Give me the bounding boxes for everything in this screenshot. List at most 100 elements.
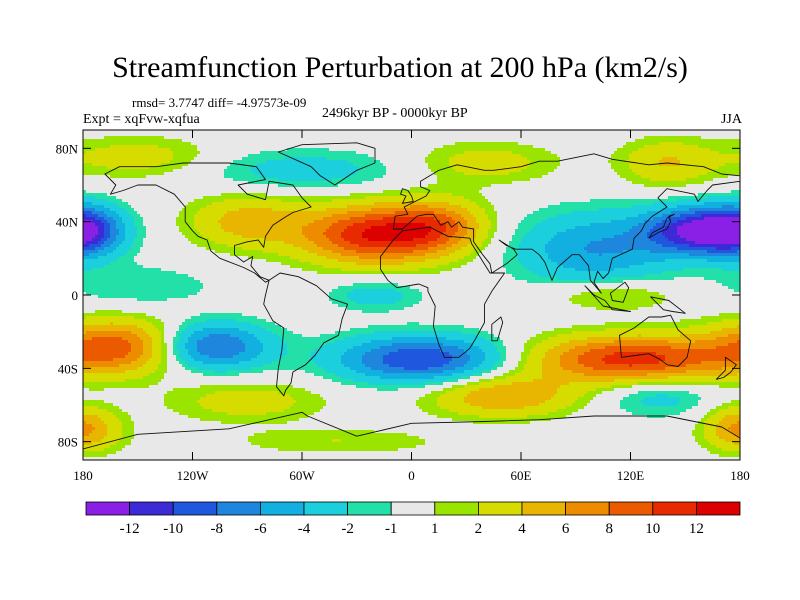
field-cell xyxy=(131,349,144,353)
field-cell xyxy=(722,319,740,323)
field-cell xyxy=(131,442,252,446)
field-cell xyxy=(203,328,240,332)
field-cell xyxy=(83,418,102,422)
field-cell xyxy=(95,235,105,239)
field-cell xyxy=(83,187,411,191)
field-cell xyxy=(329,148,435,152)
field-cell xyxy=(182,322,195,326)
field-cell xyxy=(452,385,465,389)
field-cell xyxy=(227,412,267,416)
field-cell xyxy=(554,346,576,350)
field-cell xyxy=(677,205,723,209)
field-cell xyxy=(494,376,507,380)
field-cell xyxy=(173,346,177,350)
field-cell xyxy=(122,427,135,431)
field-cell xyxy=(101,244,111,248)
field-cell xyxy=(104,388,174,392)
field-cell xyxy=(557,409,579,413)
field-cell xyxy=(449,253,471,257)
field-cell xyxy=(146,361,162,365)
field-cell xyxy=(113,403,165,407)
field-cell xyxy=(515,367,525,371)
field-cell xyxy=(341,376,381,380)
field-cell xyxy=(704,430,717,434)
field-cell xyxy=(317,244,339,248)
field-cell xyxy=(116,202,129,206)
field-cell xyxy=(461,247,477,251)
field-cell xyxy=(518,142,627,146)
field-cell xyxy=(206,319,237,323)
field-cell xyxy=(512,382,570,386)
field-cell xyxy=(347,226,372,230)
field-cell xyxy=(542,331,573,335)
field-cell xyxy=(323,376,342,380)
field-cell xyxy=(89,253,108,257)
field-cell xyxy=(437,175,543,179)
field-cell xyxy=(479,205,495,209)
field-cell xyxy=(197,340,243,344)
field-cell xyxy=(707,412,717,416)
field-cell xyxy=(224,199,282,203)
field-cell xyxy=(428,154,456,158)
field-cell xyxy=(146,232,183,236)
field-cell xyxy=(518,259,552,263)
field-cell xyxy=(176,331,183,335)
field-cell xyxy=(683,223,740,227)
field-cell xyxy=(638,307,740,311)
field-cell xyxy=(278,448,399,452)
field-cell xyxy=(350,298,402,302)
field-cell xyxy=(470,391,558,395)
field-cell xyxy=(671,223,684,227)
field-cell xyxy=(395,301,420,305)
field-cell xyxy=(716,412,740,416)
field-cell xyxy=(266,430,375,434)
field-cell xyxy=(458,379,480,383)
field-cell xyxy=(482,193,699,197)
field-cell xyxy=(629,364,633,368)
field-cell xyxy=(326,256,360,260)
field-cell xyxy=(173,388,306,392)
field-cell xyxy=(242,235,306,239)
field-cell xyxy=(473,259,504,263)
field-cell xyxy=(506,358,522,362)
colorbar-swatch xyxy=(172,501,218,516)
field-cell xyxy=(83,406,99,410)
field-cell xyxy=(329,292,348,296)
field-cell xyxy=(605,346,672,350)
field-cell xyxy=(95,196,117,200)
field-cell xyxy=(83,409,108,413)
coastline-borneo xyxy=(609,281,630,303)
field-cell xyxy=(206,394,291,398)
field-cell xyxy=(302,226,330,230)
field-cell xyxy=(95,217,105,221)
field-cell xyxy=(212,202,375,206)
field-cell xyxy=(200,352,240,356)
field-cell xyxy=(185,319,207,323)
field-cell xyxy=(605,328,723,332)
field-cell xyxy=(176,358,183,362)
field-cell xyxy=(194,322,252,326)
field-cell xyxy=(122,337,141,341)
field-cell xyxy=(83,274,189,278)
field-cell xyxy=(545,352,564,356)
field-cell xyxy=(680,160,740,164)
field-cell xyxy=(323,217,351,221)
field-cell xyxy=(242,313,720,317)
field-cell xyxy=(479,190,732,194)
field-cell xyxy=(512,181,633,185)
field-cell xyxy=(668,217,687,221)
field-cell xyxy=(620,175,642,179)
field-cell xyxy=(419,301,573,305)
field-cell xyxy=(167,352,174,356)
field-cell xyxy=(83,379,126,383)
field-cell xyxy=(134,238,144,242)
field-cell xyxy=(83,241,87,245)
field-cell xyxy=(161,268,303,272)
field-cell xyxy=(452,244,468,248)
field-cell xyxy=(719,151,740,155)
field-cell xyxy=(365,196,465,200)
field-cell xyxy=(401,298,423,302)
field-cell xyxy=(338,259,426,263)
field-cell xyxy=(437,244,453,248)
field-cell xyxy=(440,349,465,353)
